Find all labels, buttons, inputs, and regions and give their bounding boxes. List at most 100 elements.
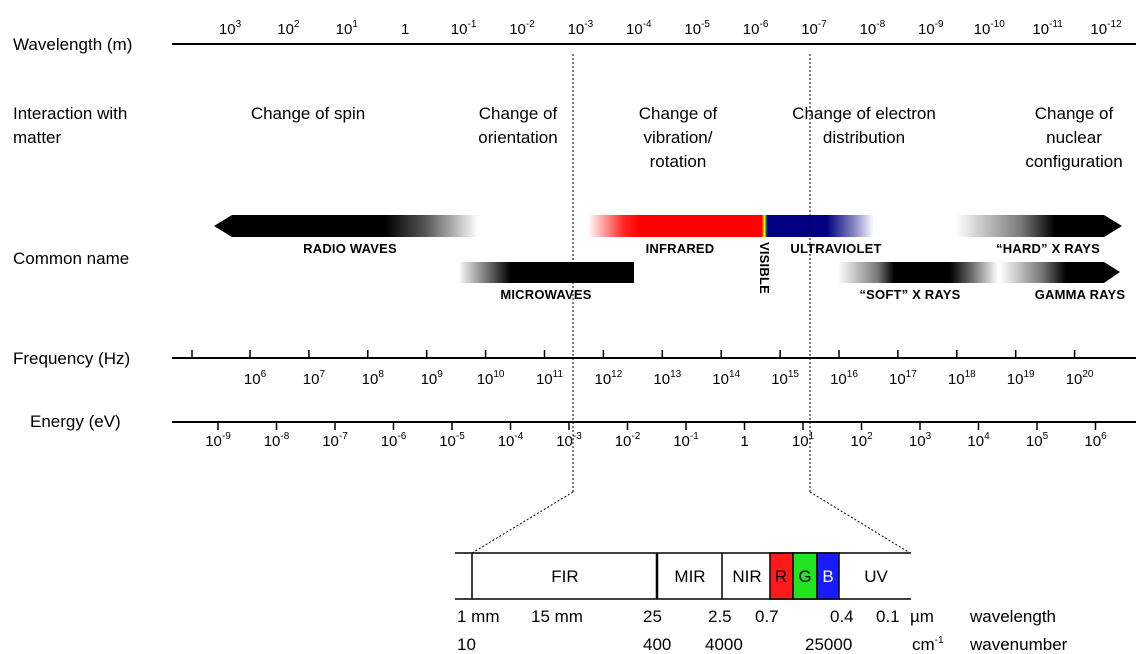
- fir-label: FIR: [551, 567, 578, 586]
- green-box: [792, 552, 818, 600]
- infrared-label: INFRARED: [646, 241, 715, 256]
- en-ticks-label: 101: [792, 431, 815, 450]
- en-ticks-label: 1: [740, 433, 748, 450]
- wl-0-1: 0.1: [876, 607, 900, 626]
- en-ticks-label: 105: [1026, 431, 1049, 450]
- fq-ticks-label: 1011: [536, 369, 564, 388]
- g-label: G: [798, 567, 811, 586]
- fq-ticks-label: 1019: [1007, 369, 1035, 388]
- wn-10: 10: [457, 635, 476, 654]
- svg-text:vibration/: vibration/: [644, 128, 713, 147]
- blue-box: [816, 552, 840, 600]
- wl-ticks-label: 10-8: [860, 19, 886, 38]
- interaction-row-label-line1: Interaction with: [13, 104, 127, 123]
- b-label: B: [822, 567, 833, 586]
- fq-ticks-label: 1020: [1066, 369, 1094, 388]
- svg-text:rotation: rotation: [650, 152, 707, 171]
- frequency-row-label: Frequency (Hz): [13, 349, 130, 368]
- wl-ticks-label: 10-1: [451, 19, 477, 38]
- wl-ticks-label: 10-2: [509, 19, 535, 38]
- soft-xrays-label: “SOFT” X RAYS: [859, 287, 960, 302]
- wl-ticks-label: 10-3: [568, 19, 594, 38]
- common-name-row-label: Common name: [13, 249, 129, 268]
- interaction-row-label-line2: matter: [13, 128, 62, 147]
- en-ticks-label: 10-3: [556, 431, 582, 450]
- wn-25000: 25000: [805, 635, 852, 654]
- wavelength-caption: wavelength: [969, 607, 1056, 626]
- detail-wavenumber-scale: 10 400 4000 25000 cm-1 wavenumber: [457, 635, 1068, 654]
- interaction-orientation: Change of orientation: [478, 104, 557, 147]
- wn-400: 400: [643, 635, 671, 654]
- wl-unit: µm: [910, 607, 934, 626]
- fq-ticks-label: 1018: [948, 369, 976, 388]
- svg-text:orientation: orientation: [478, 128, 557, 147]
- uv-label: UV: [864, 567, 888, 586]
- soft-xrays-bar: [838, 262, 998, 283]
- radio-waves-bar: [214, 215, 478, 237]
- wl-ticks-label: 101: [336, 19, 359, 38]
- svg-text:Change of spin: Change of spin: [251, 104, 365, 123]
- wl-2-5: 2.5: [708, 607, 732, 626]
- fq-ticks-label: 106: [244, 369, 267, 388]
- fq-ticks-label: 108: [362, 369, 385, 388]
- svg-text:distribution: distribution: [823, 128, 905, 147]
- en-ticks-label: 10-5: [439, 431, 465, 450]
- interaction-electron: Change of electron distribution: [792, 104, 936, 147]
- wl-15mm: 15 mm: [531, 607, 583, 626]
- wl-ticks-label: 10-11: [1032, 19, 1063, 38]
- nir-label: NIR: [732, 567, 761, 586]
- fq-ticks-label: 109: [421, 369, 444, 388]
- wl-ticks-label: 10-7: [801, 19, 827, 38]
- fq-ticks-label: 1012: [594, 369, 622, 388]
- gamma-rays-bar: [1000, 262, 1120, 283]
- fq-ticks-label: 1015: [771, 369, 799, 388]
- mir-label: MIR: [674, 567, 705, 586]
- detail-bar: FIR MIR NIR R G B UV: [455, 552, 911, 600]
- fq-ticks-label: 1010: [477, 369, 505, 388]
- gamma-rays-label: GAMMA RAYS: [1035, 287, 1126, 302]
- en-ticks-label: 10-2: [615, 431, 641, 450]
- svg-text:configuration: configuration: [1025, 152, 1122, 171]
- svg-text:Change of: Change of: [479, 104, 558, 123]
- svg-text:nuclear: nuclear: [1046, 128, 1102, 147]
- wn-4000: 4000: [705, 635, 743, 654]
- fq-ticks-label: 1016: [830, 369, 858, 388]
- wl-ticks-label: 10-10: [974, 19, 1006, 38]
- en-ticks-label: 106: [1084, 431, 1107, 450]
- fq-ticks-label: 1014: [712, 369, 740, 388]
- wl-ticks-label: 10-4: [626, 19, 652, 38]
- ultraviolet-label: ULTRAVIOLET: [790, 241, 881, 256]
- wl-ticks-label: 10-6: [743, 19, 769, 38]
- microwaves-label: MICROWAVES: [500, 287, 591, 302]
- hard-xrays-label: “HARD” X RAYS: [996, 241, 1100, 256]
- wl-1mm: 1 mm: [457, 607, 500, 626]
- dotted-expand-right: [809, 491, 911, 554]
- wl-0-4: 0.4: [830, 607, 854, 626]
- radio-waves-label: RADIO WAVES: [303, 241, 397, 256]
- wavelength-row-label: Wavelength (m): [13, 35, 132, 54]
- interaction-nuclear: Change of nuclear configuration: [1025, 104, 1122, 171]
- wl-ticks-label: 103: [219, 19, 242, 38]
- ultraviolet-bar: [768, 215, 874, 237]
- en-ticks-label: 10-6: [381, 431, 407, 450]
- en-ticks-label: 103: [909, 431, 932, 450]
- en-ticks-label: 102: [850, 431, 873, 450]
- en-ticks-label: 104: [967, 431, 990, 450]
- dotted-expand-left: [471, 491, 574, 554]
- wl-0-7: 0.7: [755, 607, 779, 626]
- en-ticks-label: 10-8: [264, 431, 290, 450]
- fq-ticks-label: 1017: [889, 369, 917, 388]
- svg-text:Change of: Change of: [639, 104, 718, 123]
- wl-25: 25: [643, 607, 662, 626]
- interaction-spin: Change of spin: [251, 104, 365, 123]
- fq-ticks-label: 1013: [653, 369, 681, 388]
- frequency-ticks: 106 107 108 109 1010 1011 1012 1013 1014 1015 1016…: [191, 350, 1094, 388]
- wl-ticks-label: 10-5: [684, 19, 710, 38]
- interaction-vibration: Change of vibration/ rotation: [639, 104, 718, 171]
- energy-ticks: 10-9 10-8 10-7 10-6 10-5 10-4 10-3 10-2 10-1 1 101…: [205, 422, 1107, 450]
- energy-row-label: Energy (eV): [30, 412, 121, 431]
- microwaves-bar: [458, 262, 634, 283]
- en-ticks-label: 10-1: [673, 431, 699, 450]
- infrared-bar: [588, 215, 762, 237]
